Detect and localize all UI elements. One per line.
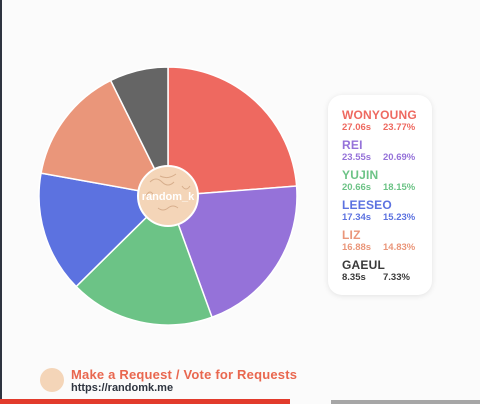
legend-item-rei: REI 23.55s 20.69%: [342, 138, 426, 164]
left-edge-divider: [0, 0, 2, 404]
footer-url-link[interactable]: https://randomk.me: [71, 382, 174, 394]
legend-name: REI: [342, 138, 363, 152]
legend-percent: 23.77%: [383, 122, 416, 133]
legend-seconds: 8.35s: [342, 272, 366, 283]
pie-slice-yujin: [75, 194, 213, 326]
center-logo-text: random_k: [142, 191, 195, 203]
legend-item-gaeul: GAEUL 8.35s 7.33%: [342, 258, 426, 284]
legend-name: GAEUL: [342, 258, 385, 272]
center-logo-doodles: [145, 173, 191, 211]
legend-item-liz: LIZ 16.88s 14.83%: [342, 228, 426, 254]
pie-slice-leeseo: [38, 172, 170, 288]
bottom-progress-bar: [0, 399, 290, 404]
legend-percent: 20.69%: [383, 152, 416, 163]
legend-seconds: 16.88s: [342, 242, 372, 253]
legend-seconds: 20.66s: [342, 182, 372, 193]
center-logo-badge: [137, 165, 199, 227]
legend: WONYOUNG 27.06s 23.77% REI 23.55s 20.69% YUJIN…: [328, 95, 432, 295]
footer: Make a Request / Vote for Requests https…: [40, 366, 480, 404]
bottom-track-bar: [331, 400, 480, 404]
legend-name: LEESEO: [342, 198, 392, 212]
pie-slice-gaeul: [109, 66, 169, 197]
legend-percent: 15.23%: [383, 212, 416, 223]
legend-item-yujin: YUJIN 20.66s 18.15%: [342, 168, 426, 194]
legend-name: YUJIN: [342, 168, 379, 182]
pie-slice-wonyoung: [167, 66, 298, 197]
legend-percent: 18.15%: [383, 182, 416, 193]
legend-percent: 14.83%: [383, 242, 416, 253]
pie-slice-liz: [40, 79, 170, 198]
legend-item-wonyoung: WONYOUNG 27.06s 23.77%: [342, 108, 426, 134]
legend-seconds: 27.06s: [342, 122, 372, 133]
legend-seconds: 23.55s: [342, 152, 372, 163]
legend-name: LIZ: [342, 228, 361, 242]
legend-name: WONYOUNG: [342, 108, 417, 122]
footer-title: Make a Request / Vote for Requests: [71, 367, 298, 382]
legend-percent: 7.33%: [383, 272, 410, 283]
legend-item-leeseo: LEESEO 17.34s 15.23%: [342, 198, 426, 224]
footer-avatar: [40, 368, 64, 392]
pie-chart: random_k: [38, 66, 298, 326]
legend-seconds: 17.34s: [342, 212, 372, 223]
